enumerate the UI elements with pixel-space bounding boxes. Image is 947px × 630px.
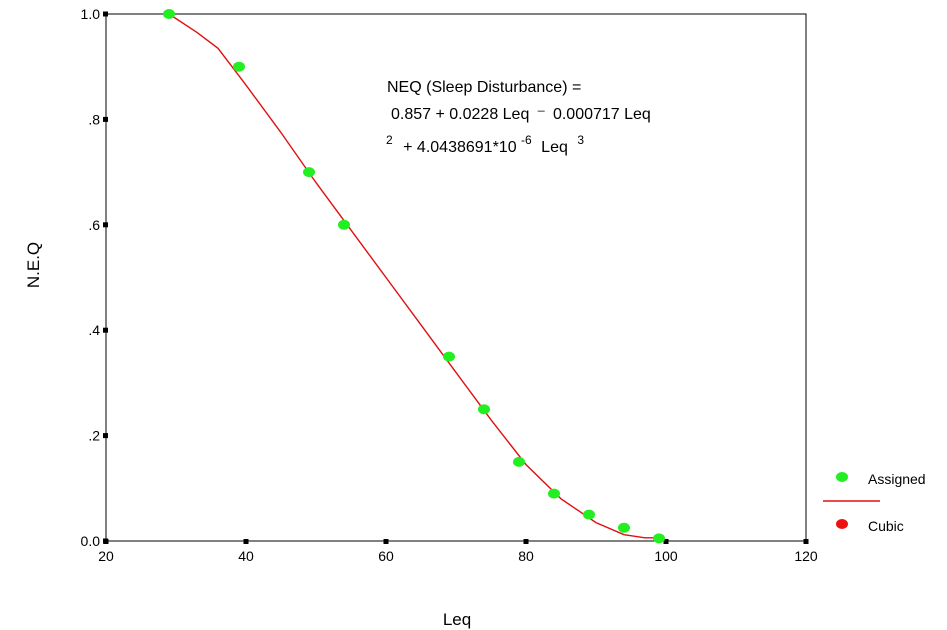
cubic-fit-line [168, 13, 659, 539]
x-tick-mark [663, 539, 669, 544]
x-tick-label: 20 [98, 548, 114, 564]
assigned-point [233, 61, 245, 72]
equation-annotation: NEQ (Sleep Disturbance) = 0.857 + 0.0228… [386, 79, 651, 156]
equation-line-2: 0.857 + 0.0228 Leq _ 0.000717 Leq [391, 96, 651, 123]
legend-cubic-marker [836, 519, 848, 529]
y-tick-label: 1.0 [81, 6, 101, 22]
assigned-point [653, 533, 665, 544]
assigned-point [618, 522, 630, 533]
y-tick-label: .6 [88, 217, 100, 233]
x-tick-label: 60 [378, 548, 394, 564]
y-tick-mark [103, 327, 108, 333]
plot-border [105, 13, 807, 542]
x-tick-label: 80 [518, 548, 534, 564]
y-axis-title: N.E.Q [24, 242, 43, 288]
y-tick-label: .4 [88, 322, 100, 338]
x-tick-label: 40 [238, 548, 254, 564]
x-tick-mark [383, 539, 389, 544]
legend-assigned-marker [836, 472, 848, 482]
y-tick-mark [103, 222, 108, 228]
y-tick-mark [103, 116, 108, 122]
y-tick-mark [103, 11, 108, 17]
assigned-point [303, 167, 315, 178]
plot-frame [105, 13, 807, 542]
y-tick-mark [103, 538, 108, 544]
legend: Assigned Cubic [823, 471, 926, 534]
axis-ticks: 20 40 60 80 100 120 0.0 .2 .4 .6 .8 1.0 [81, 6, 818, 564]
assigned-point [513, 456, 525, 467]
cubic-fit-curve [168, 13, 659, 539]
legend-assigned-label: Assigned [868, 471, 926, 487]
assigned-point [478, 404, 490, 415]
x-tick-mark [803, 539, 809, 544]
x-tick-mark [523, 539, 529, 544]
x-tick-label: 120 [794, 548, 818, 564]
assigned-point [338, 219, 350, 230]
assigned-point [583, 509, 595, 520]
y-tick-mark [103, 433, 108, 439]
x-axis-title: Leq [443, 610, 471, 629]
legend-cubic-label: Cubic [868, 518, 904, 534]
assigned-point [548, 488, 560, 499]
x-tick-mark [243, 539, 249, 544]
y-tick-label: .8 [88, 111, 100, 127]
equation-line-3: 2 + 4.0438691*10 -6 Leq 3 [386, 131, 584, 156]
assigned-point [163, 9, 175, 19]
x-tick-label: 100 [654, 548, 678, 564]
y-tick-label: .2 [88, 428, 100, 444]
y-tick-label: 0.0 [81, 533, 101, 549]
equation-line-1: NEQ (Sleep Disturbance) = [387, 79, 581, 96]
assigned-points [163, 9, 665, 544]
assigned-point [443, 351, 455, 362]
